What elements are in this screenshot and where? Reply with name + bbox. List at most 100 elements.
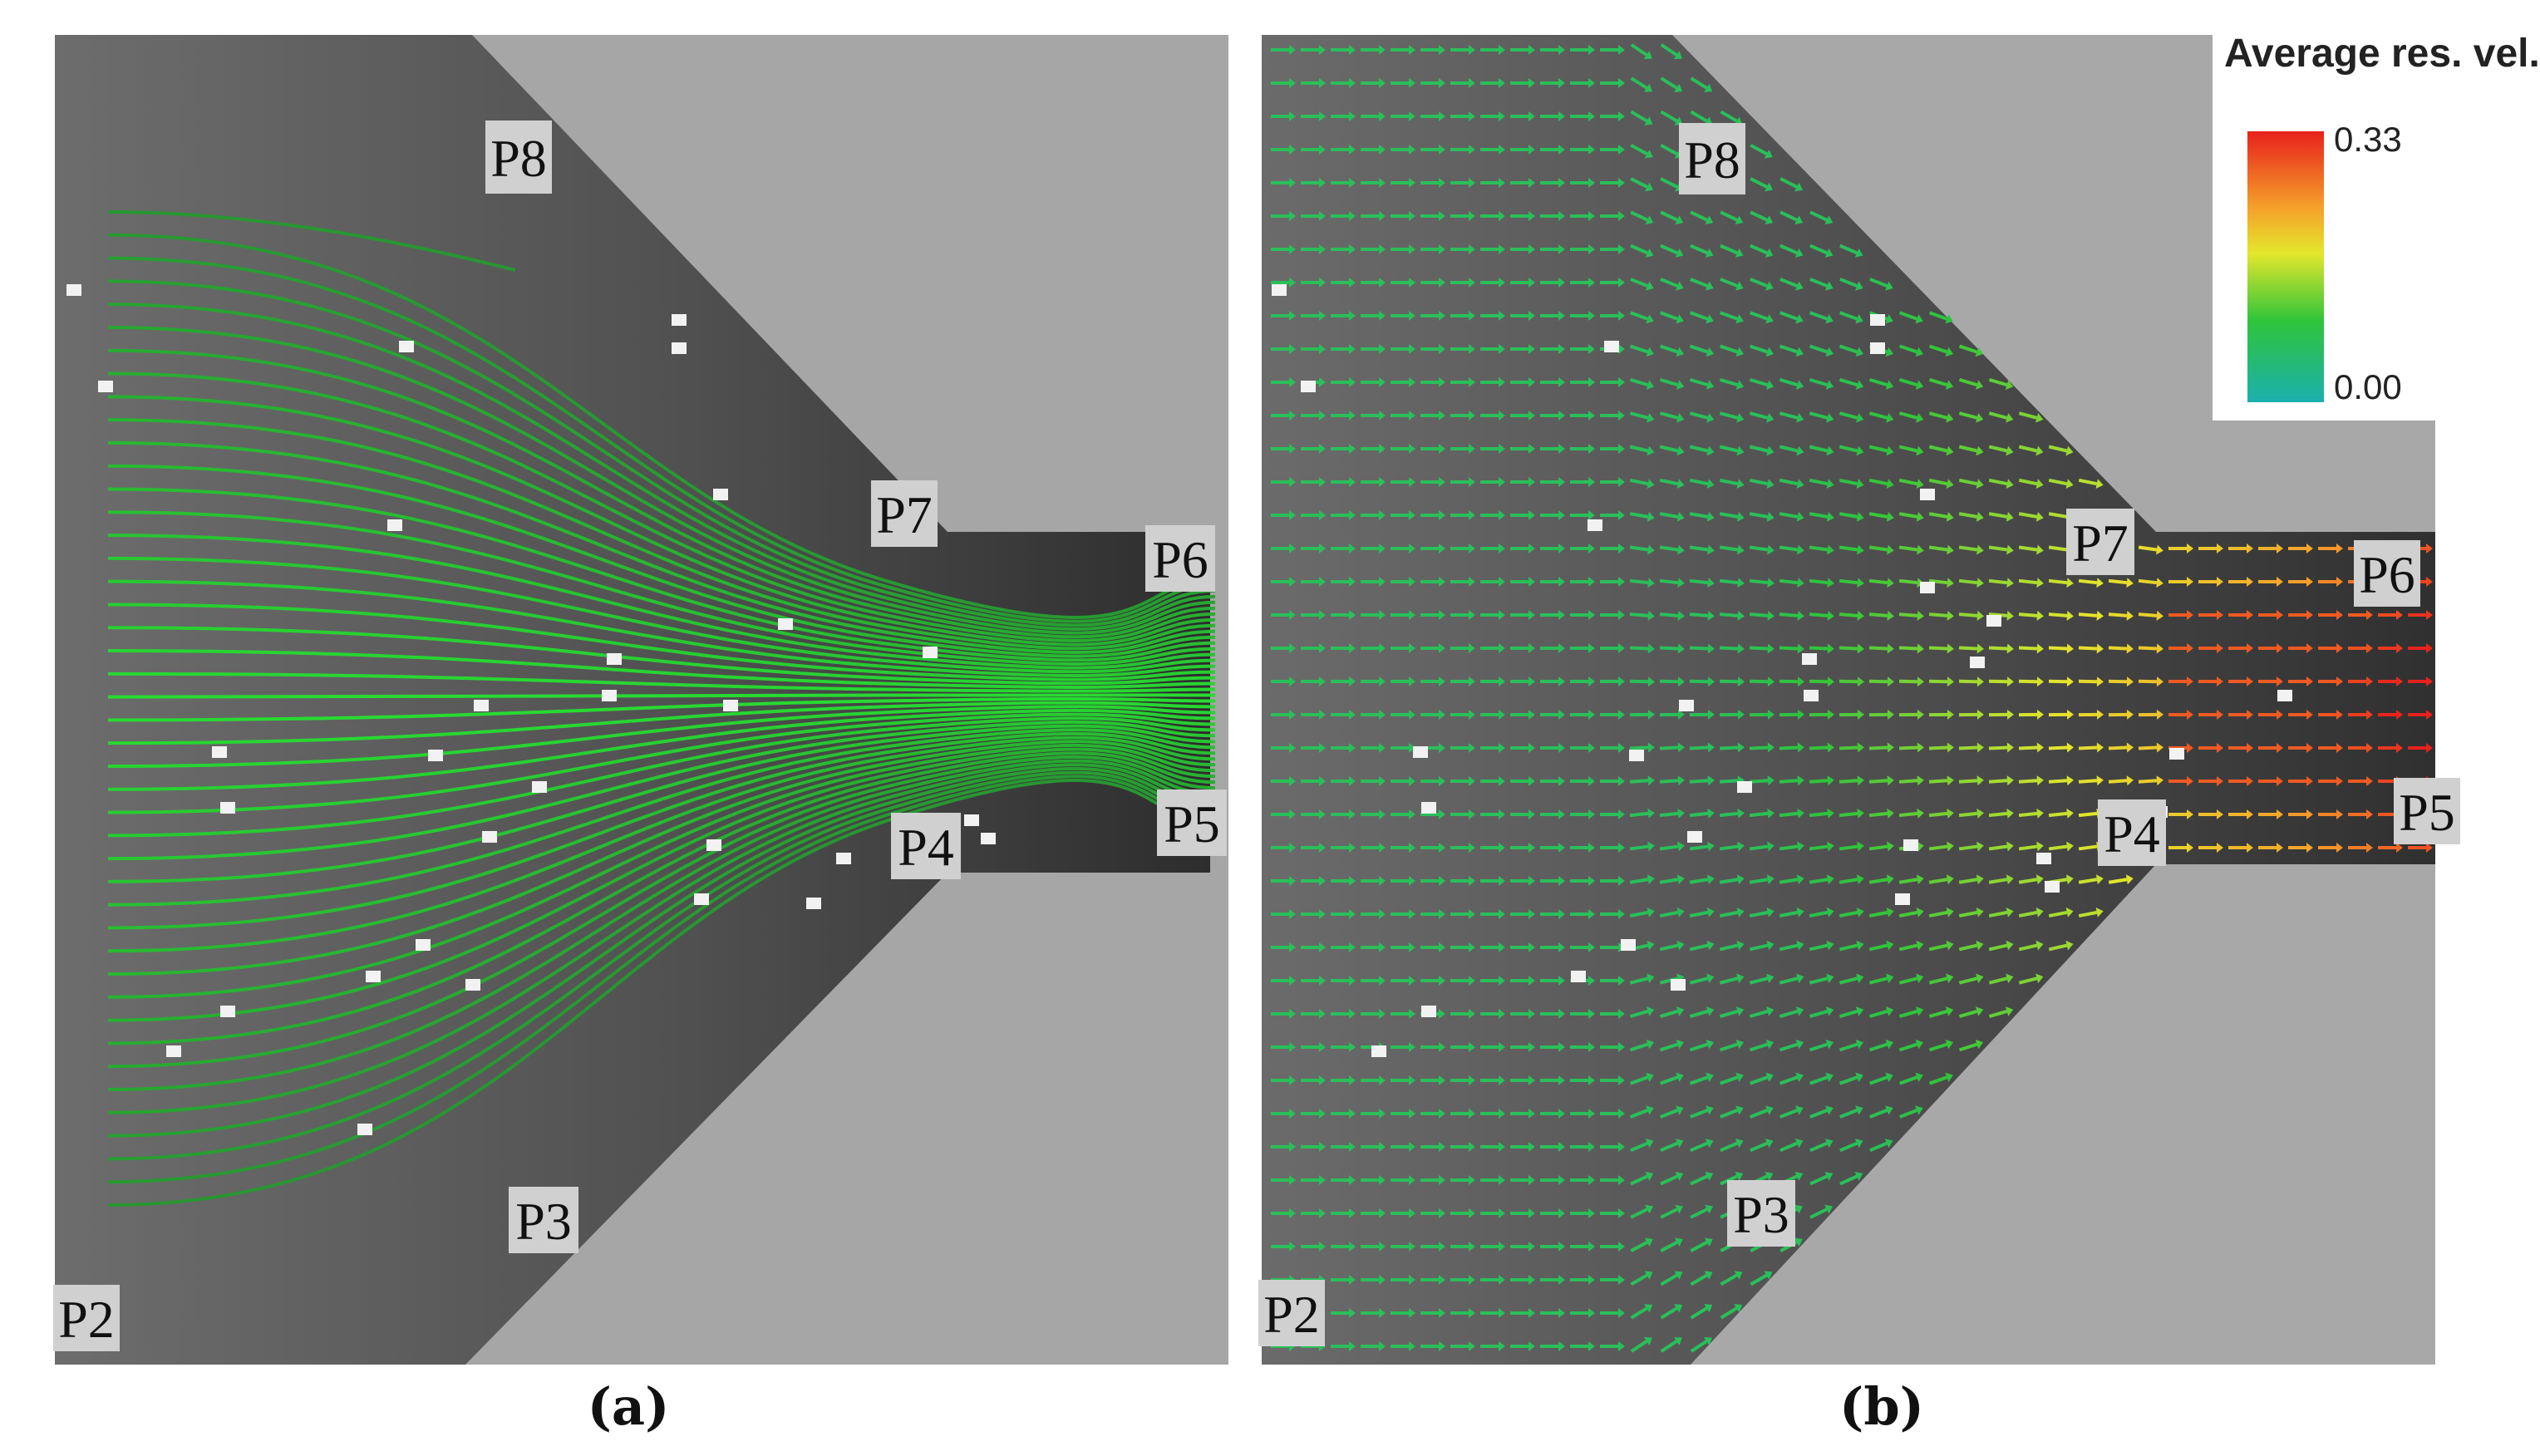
velocity-arrowhead — [1824, 1139, 1834, 1149]
velocity-arrowhead — [1644, 83, 1653, 92]
velocity-arrowhead — [2156, 610, 2163, 621]
velocity-arrowhead — [1439, 809, 1445, 819]
velocity-arrowhead — [2126, 709, 2134, 720]
velocity-arrowhead — [1975, 380, 1984, 390]
particle — [366, 971, 381, 982]
velocity-arrowhead — [1797, 775, 1804, 786]
velocity-arrowhead — [1677, 676, 1685, 687]
velocity-arrowhead — [1945, 314, 1953, 324]
velocity-vector — [1809, 779, 1829, 784]
velocity-vector — [1958, 1042, 1978, 1052]
velocity-arrowhead — [1706, 973, 1715, 984]
velocity-arrowhead — [1976, 775, 1984, 786]
streamline — [107, 759, 1216, 1092]
velocity-arrowhead — [1857, 676, 1864, 687]
streamline — [107, 701, 1216, 745]
streamline — [107, 256, 1216, 623]
velocity-arrowhead — [1945, 380, 1954, 390]
velocity-vector — [1869, 278, 1888, 288]
velocity-vector — [2078, 910, 2098, 918]
velocity-vector — [1779, 344, 1799, 354]
velocity-vector — [1958, 512, 1978, 519]
panel-b-particles — [1272, 284, 2292, 1057]
velocity-vector — [1659, 311, 1679, 321]
velocity-arrowhead — [1319, 377, 1326, 387]
velocity-vector — [1988, 545, 2008, 552]
velocity-arrowhead — [1646, 380, 1655, 390]
velocity-vector — [1779, 210, 1798, 222]
velocity-arrowhead — [1947, 544, 1954, 555]
velocity-arrowhead — [1588, 178, 1595, 188]
velocity-vector — [1839, 1042, 1858, 1052]
velocity-arrowhead — [1917, 841, 1924, 852]
velocity-vector — [1719, 612, 1739, 617]
velocity-arrowhead — [1439, 211, 1445, 221]
velocity-arrowhead — [1319, 510, 1326, 520]
velocity-arrowhead — [1707, 742, 1715, 753]
velocity-arrowhead — [1764, 149, 1773, 159]
velocity-vector — [1988, 512, 2008, 519]
velocity-vector — [1809, 1075, 1829, 1085]
velocity-arrowhead — [1618, 1109, 1625, 1119]
velocity-arrowhead — [1647, 676, 1655, 687]
velocity-vector — [1779, 910, 1799, 918]
velocity-vector — [1839, 377, 1858, 387]
velocity-arrowhead — [1706, 347, 1715, 357]
velocity-arrowhead — [1499, 78, 1505, 88]
velocity-arrowhead — [1558, 1009, 1565, 1019]
velocity-vector — [1749, 878, 1769, 884]
velocity-vector — [1690, 1306, 1708, 1320]
velocity-vector — [1750, 177, 1768, 189]
velocity-arrowhead — [1439, 577, 1445, 587]
velocity-vector — [2018, 445, 2038, 453]
velocity-arrowhead — [1588, 111, 1595, 121]
velocity-arrowhead — [1766, 908, 1775, 917]
streamline — [107, 778, 1216, 1207]
velocity-arrowhead — [1409, 377, 1415, 387]
velocity-arrowhead — [1765, 1072, 1774, 1082]
velocity-arrowhead — [1915, 1072, 1923, 1082]
velocity-vector — [1839, 943, 1858, 952]
velocity-vector — [1809, 512, 1829, 519]
velocity-arrowhead — [2006, 445, 2014, 456]
velocity-vector — [1749, 512, 1769, 519]
velocity-vector — [1898, 512, 1918, 519]
velocity-vector — [1839, 1141, 1858, 1153]
velocity-vector — [1630, 177, 1648, 189]
velocity-arrowhead — [1675, 215, 1684, 225]
velocity-arrowhead — [1975, 1006, 1984, 1016]
velocity-vector — [1809, 976, 1829, 985]
velocity-arrowhead — [1644, 116, 1653, 125]
velocity-vector — [1660, 1273, 1678, 1286]
velocity-arrowhead — [1618, 377, 1625, 387]
velocity-arrowhead — [1618, 843, 1625, 853]
velocity-vector — [2018, 943, 2038, 952]
velocity-arrowhead — [1588, 876, 1595, 886]
velocity-vector — [1928, 943, 1948, 952]
velocity-vector — [1749, 943, 1769, 952]
particle — [1629, 750, 1644, 761]
velocity-vector — [1868, 445, 1888, 453]
velocity-arrowhead — [1887, 775, 1894, 786]
velocity-vector — [1689, 1075, 1709, 1085]
velocity-arrowhead — [2006, 908, 2014, 917]
velocity-arrowhead — [1795, 1105, 1804, 1115]
velocity-arrowhead — [1737, 709, 1745, 720]
velocity-arrowhead — [1618, 1042, 1625, 1052]
velocity-arrowhead — [1319, 909, 1326, 919]
velocity-arrowhead — [1409, 344, 1415, 354]
velocity-vector — [1690, 110, 1708, 123]
velocity-arrowhead — [1409, 1242, 1415, 1252]
velocity-arrowhead — [1618, 1075, 1625, 1085]
velocity-arrowhead — [1289, 743, 1296, 753]
velocity-arrowhead — [1289, 311, 1296, 321]
velocity-arrowhead — [1647, 643, 1655, 654]
particle — [532, 781, 547, 793]
velocity-arrowhead — [1588, 411, 1595, 421]
velocity-vector — [1719, 976, 1739, 985]
velocity-arrowhead — [2036, 742, 2044, 753]
velocity-arrowhead — [1469, 278, 1475, 288]
velocity-arrowhead — [1645, 248, 1654, 258]
velocity-arrowhead — [1915, 314, 1923, 324]
velocity-arrowhead — [1794, 1171, 1804, 1181]
